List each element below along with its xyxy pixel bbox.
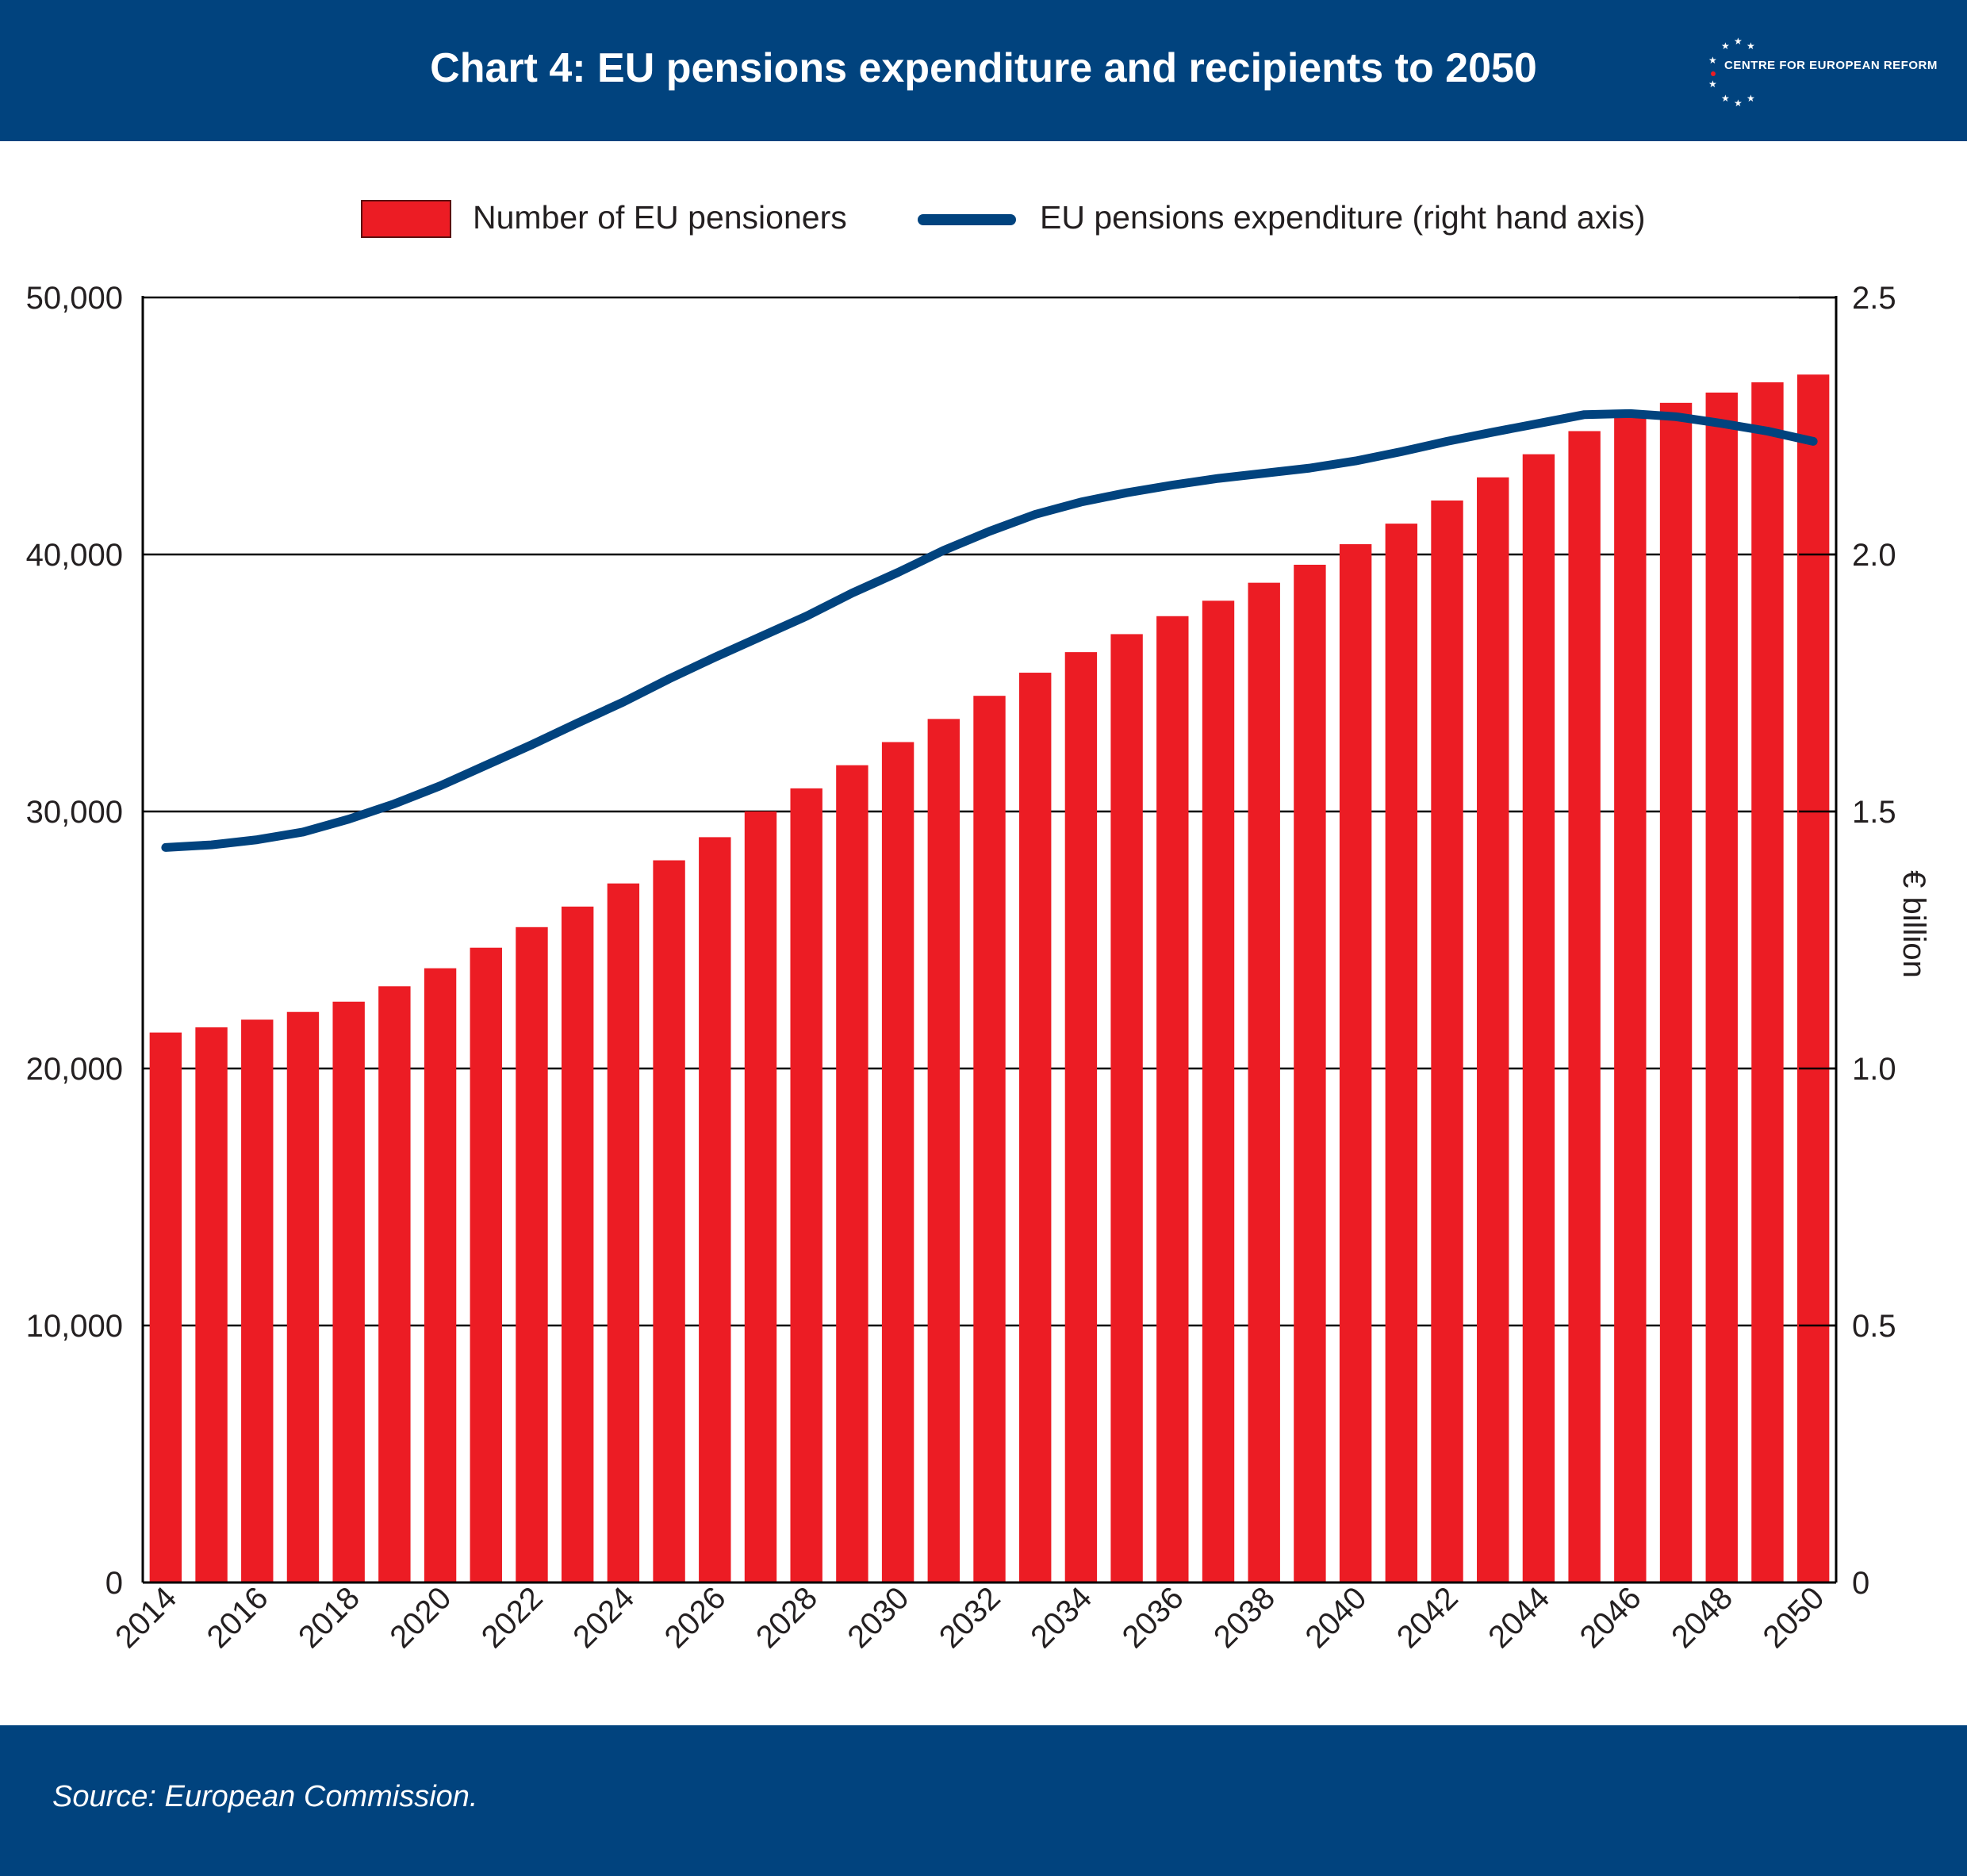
bar-pensioners (149, 1032, 182, 1583)
svg-text:★: ★ (1747, 40, 1755, 52)
y-left-tick-label: 40,000 (26, 538, 123, 573)
bar-pensioners (1568, 431, 1601, 1583)
bar-pensioners (195, 1027, 228, 1583)
bar-pensioners (1156, 616, 1189, 1583)
svg-text:★: ★ (1747, 93, 1755, 104)
bar-pensioners (1614, 410, 1647, 1583)
x-tick-label: 2050 (1756, 1580, 1831, 1655)
svg-text:★: ★ (1734, 98, 1743, 109)
bar-pensioners (561, 906, 594, 1583)
bar-pensioners (790, 788, 822, 1583)
bar-pensioners (1248, 582, 1280, 1583)
bar-pensioners (653, 860, 685, 1583)
bar-pensioners (1751, 382, 1784, 1583)
footer-band (0, 1725, 1967, 1876)
x-tick-label: 2016 (201, 1580, 275, 1655)
legend-label-expenditure: EU pensions expenditure (right hand axis… (1040, 199, 1646, 236)
y-right-tick-label: 1.0 (1852, 1052, 1896, 1087)
svg-text:★: ★ (1721, 93, 1730, 104)
x-tick-label: 2020 (383, 1580, 458, 1655)
legend: Number of EU pensioners EU pensions expe… (361, 199, 1646, 238)
y-right-axis-title: € billion (1896, 870, 1931, 978)
line-series (161, 409, 1818, 852)
x-tick-label: 2040 (1298, 1580, 1373, 1655)
y-right-tick-label: 0.5 (1852, 1309, 1896, 1344)
source-note: Source: European Commission. (52, 1780, 478, 1813)
svg-text:★: ★ (1734, 36, 1743, 47)
x-tick-label: 2048 (1665, 1580, 1739, 1655)
logo-text: CENTRE FOR EUROPEAN REFORM (1724, 59, 1938, 72)
bar-pensioners (378, 986, 411, 1583)
bar-pensioners (607, 883, 640, 1583)
axes (141, 296, 1838, 1584)
bar-pensioners (1339, 544, 1372, 1583)
y-right-tick-label: 2.0 (1852, 538, 1896, 573)
x-tick-label: 2018 (292, 1580, 366, 1655)
svg-text:★: ★ (1708, 55, 1717, 66)
bar-pensioners (424, 968, 457, 1583)
bar-pensioners (470, 947, 502, 1583)
y-left-tick-label: 30,000 (26, 795, 123, 830)
header-band (0, 0, 1967, 141)
bar-pensioners (1659, 402, 1693, 1583)
bar-pensioners (699, 837, 731, 1583)
bar-pensioners (1294, 564, 1326, 1583)
bar-pensioners (516, 926, 548, 1583)
bar-pensioners (1705, 392, 1738, 1583)
bar-pensioners (1385, 524, 1418, 1583)
chart-title: Chart 4: EU pensions expenditure and rec… (430, 45, 1537, 91)
x-tick-label: 2028 (750, 1580, 824, 1655)
bar-pensioners (1110, 634, 1143, 1583)
legend-label-pensioners: Number of EU pensioners (473, 199, 847, 236)
y-right-tick-label: 2.5 (1852, 281, 1896, 316)
x-tick-label: 2036 (1116, 1580, 1191, 1655)
x-tick-label: 2046 (1574, 1580, 1648, 1655)
y-right-tick-label: 1.5 (1852, 795, 1896, 830)
bar-series (149, 374, 1830, 1583)
bar-pensioners (744, 811, 777, 1583)
y-left-tick-label: 50,000 (26, 281, 123, 316)
y-left-tick-label: 0 (105, 1566, 123, 1601)
svg-text:★: ★ (1721, 40, 1730, 52)
bar-pensioners (1522, 454, 1555, 1583)
bar-pensioners (881, 742, 914, 1583)
bar-pensioners (332, 1001, 365, 1583)
bar-pensioners (286, 1011, 320, 1583)
svg-text:★: ★ (1708, 79, 1717, 90)
y-right-tick-label: 0 (1852, 1566, 1869, 1601)
line-expenditure (161, 409, 1818, 852)
bar-pensioners (1477, 477, 1509, 1583)
bar-pensioners (1202, 600, 1235, 1583)
x-tick-label: 2034 (1024, 1580, 1099, 1655)
x-tick-label: 2022 (475, 1580, 550, 1655)
x-tick-label: 2030 (841, 1580, 915, 1655)
bar-pensioners (973, 696, 1006, 1583)
x-tick-label: 2044 (1482, 1580, 1556, 1655)
y-left-tick-label: 20,000 (26, 1052, 123, 1087)
legend-swatch-bar (361, 200, 451, 238)
x-tick-label: 2042 (1390, 1580, 1465, 1655)
x-tick-label: 2032 (933, 1580, 1007, 1655)
x-tick-label: 2038 (1207, 1580, 1282, 1655)
chart-area: Number of EU pensioners EU pensions expe… (26, 199, 1931, 1655)
y-left-tick-label: 10,000 (26, 1309, 123, 1344)
star-ring-icon: ★ ★ ★ ★ ★ ★ ★ ★ (1708, 36, 1755, 109)
bar-pensioners (927, 719, 960, 1583)
bar-pensioners (1796, 374, 1830, 1583)
bar-pensioners (1431, 500, 1463, 1583)
bar-pensioners (836, 765, 868, 1583)
bar-pensioners (1019, 673, 1052, 1583)
bar-pensioners (241, 1019, 274, 1583)
x-tick-label: 2024 (566, 1580, 641, 1655)
bar-pensioners (1064, 652, 1098, 1583)
x-tick-label: 2026 (658, 1580, 733, 1655)
